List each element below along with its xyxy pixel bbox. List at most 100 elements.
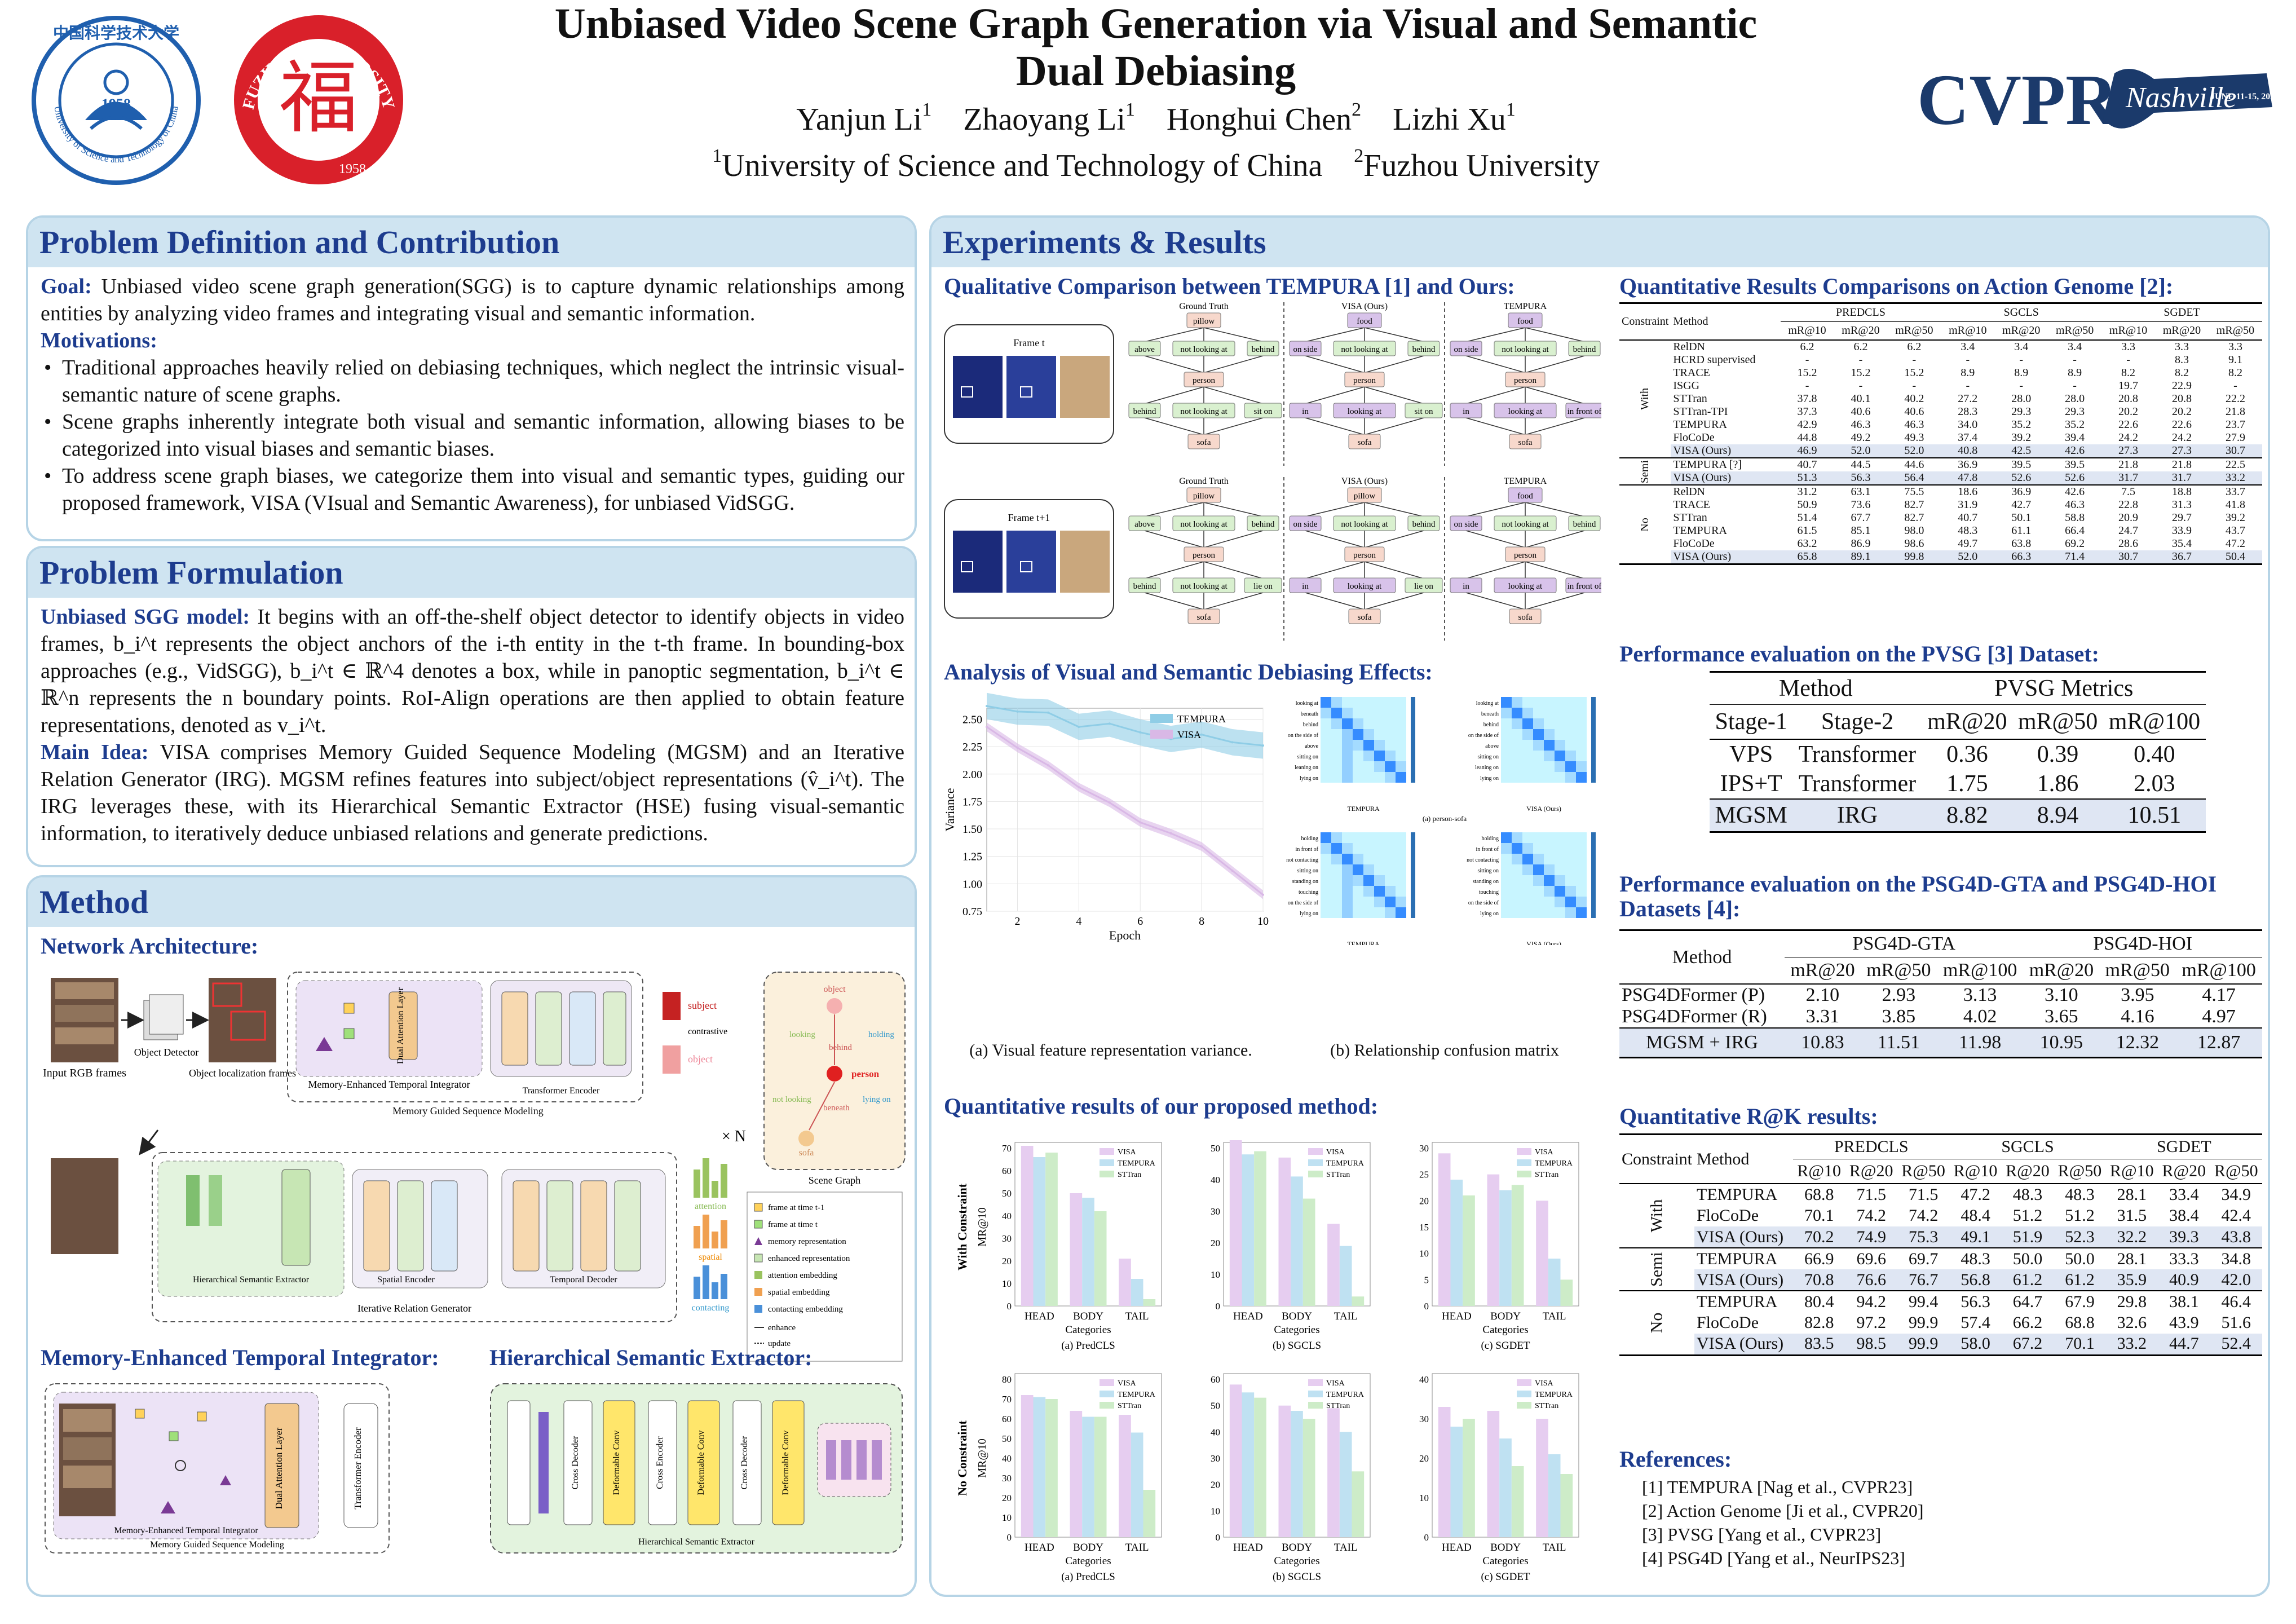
video-frame <box>953 531 1003 593</box>
matrix-cell <box>1501 751 1512 761</box>
graph-node-subject <box>1505 372 1546 387</box>
value-cell: 8.2 <box>2121 367 2136 379</box>
matrix-cell <box>1385 907 1396 918</box>
matrix-cell <box>1363 772 1374 783</box>
architecture-legend <box>747 1191 903 1362</box>
data-point <box>1078 726 1080 729</box>
value-cell: 47.8 <box>1941 471 1995 485</box>
x-tick-label: TAIL <box>1125 1310 1149 1322</box>
legend-swatch <box>1308 1391 1323 1397</box>
graph-node-relation <box>1494 577 1557 593</box>
matrix-row-label: standing on <box>1292 879 1318 885</box>
value-cell: 61.2 <box>2001 1269 2054 1291</box>
matrix-cell <box>1501 772 1512 783</box>
results-table: Constraint Method PREDCLS SGCLS SGDET mR@10 mR… <box>1619 302 2262 565</box>
value-cell: 74.9 <box>1845 1226 1897 1248</box>
value-cell: 49.1 <box>1949 1226 2002 1248</box>
spatial-encoder-label: Spatial Encoder <box>377 1275 435 1285</box>
value-cell: 3.3 <box>2121 341 2136 353</box>
colorbar <box>1411 697 1415 783</box>
y-axis-label: MR@10 <box>976 1207 988 1247</box>
bar <box>1499 1190 1512 1306</box>
author-list: Yanjun Li1 Zhaoyang Li1 Honghui Chen2 Li… <box>395 99 1917 138</box>
value-cell: - <box>1805 354 1809 366</box>
caption-a: (a) Visual feature representation varian… <box>969 1041 1252 1060</box>
legend-label: VISA <box>1326 1379 1345 1388</box>
legend-label: STTran <box>1118 1402 1141 1410</box>
value-cell: 48.3 <box>2065 1185 2095 1204</box>
value-cell: 30.7 <box>2208 444 2262 458</box>
constraint-label: No Constraint <box>955 1420 969 1496</box>
value-cell: 74.2 <box>1908 1206 1939 1225</box>
legend-swatch <box>1517 1379 1531 1386</box>
matrix-row-label: not contacting <box>1286 857 1318 863</box>
matrix-cell <box>1522 864 1533 875</box>
matrix-cell <box>1374 875 1385 886</box>
value-cell: 56.3 <box>1834 471 1888 485</box>
matrix-cell <box>1321 897 1331 907</box>
value-cell: 50.4 <box>2208 550 2262 564</box>
bar <box>1082 1416 1094 1537</box>
bar <box>1045 1399 1058 1537</box>
graph-column-title: VISA (Ours) <box>1341 476 1388 486</box>
y-tick-label: 1.25 <box>962 851 982 863</box>
table-row: TRACE 15.2 15.2 15.2 8.9 8.9 8.9 8.2 8.2 8.2 <box>1619 367 2262 379</box>
value-cell: 24.7 <box>2118 524 2139 537</box>
matrix-cell <box>1544 843 1555 854</box>
matrix-cell <box>1331 740 1342 751</box>
list-item: To address scene graph biases, we catego… <box>41 462 904 517</box>
matrix-cell <box>1363 740 1374 751</box>
chart-title: (a) PredCLS <box>1061 1340 1115 1352</box>
legend-label: TEMPURA <box>1326 1159 1365 1168</box>
graph-node-relation-text: on side <box>1293 520 1318 529</box>
y-tick-label: 0 <box>1007 1532 1012 1543</box>
pvsg-label: Performance evaluation on the PVSG [3] D… <box>1619 641 2099 667</box>
legend-swatch <box>1100 1379 1114 1386</box>
table-row: VISA (Ours) 51.3 56.3 56.4 47.8 52.6 52.6 31.7 3… <box>1619 471 2262 485</box>
matrix-cell <box>1363 886 1374 897</box>
matrix-row-label: lying on <box>1480 775 1499 782</box>
graph-node-relation <box>1244 577 1282 593</box>
series-line <box>986 705 1264 747</box>
value-cell: 49.2 <box>1851 431 1871 444</box>
matrix-cell <box>1501 832 1512 843</box>
matrix-row-label: on the side of <box>1468 732 1499 739</box>
matrix-cell <box>1501 897 1512 907</box>
value-cell: 46.3 <box>1851 418 1871 431</box>
network-architecture-figure: Input RGB frames Object Detector Object … <box>43 972 906 1362</box>
matrix-cell <box>1522 897 1533 907</box>
matrix-cell <box>1363 907 1374 918</box>
svg-text:Hierarchical Semantic Extracto: Hierarchical Semantic Extractor <box>638 1537 755 1547</box>
value-cell: 66.3 <box>1994 550 2048 564</box>
matrix-cell <box>1501 843 1512 854</box>
matrix-cell <box>1363 708 1374 718</box>
matrix-cell <box>1522 843 1533 854</box>
legend-swatch <box>1308 1159 1323 1166</box>
graph-node-relation-text: behind <box>1573 520 1596 529</box>
y-tick-label: 2.00 <box>962 769 982 781</box>
references-list: [1] TEMPURA [Nag et al., CVPR23] [2] Act… <box>1642 1475 1923 1570</box>
meti-label: Memory-Enhanced Temporal Integrator <box>308 1079 470 1090</box>
table-row: TEMPURA 61.5 85.1 98.0 48.3 61.1 66.4 24.7 33.9 4… <box>1619 524 2262 537</box>
matrix-cell <box>1353 897 1363 907</box>
value-cell: 20.9 <box>2118 511 2139 524</box>
matrix-cell <box>1544 708 1555 718</box>
y-tick-label: 1.75 <box>962 796 982 808</box>
value-cell: 35.2 <box>2011 418 2032 431</box>
graph-node-subject <box>1505 546 1546 562</box>
bar <box>1291 1411 1303 1537</box>
matrix-cell <box>1501 729 1512 740</box>
y-tick-label: 40 <box>1211 1175 1220 1185</box>
graph-node-relation <box>1450 403 1482 418</box>
network-architecture-label: Network Architecture: <box>41 933 259 959</box>
transformer-encoder-label: Transformer Encoder <box>523 1086 600 1096</box>
localization-frames: Object localization frames <box>189 978 296 1079</box>
svg-text:beneath: beneath <box>823 1104 850 1113</box>
matrix-cell <box>1374 761 1385 772</box>
value-cell: 42.6 <box>2065 486 2085 498</box>
graph-node-object <box>1347 487 1382 503</box>
matrix-cell <box>1555 761 1565 772</box>
value-cell: 48.4 <box>1961 1206 1990 1225</box>
svg-text:sofa: sofa <box>799 1148 814 1158</box>
matrix-cell <box>1363 751 1374 761</box>
